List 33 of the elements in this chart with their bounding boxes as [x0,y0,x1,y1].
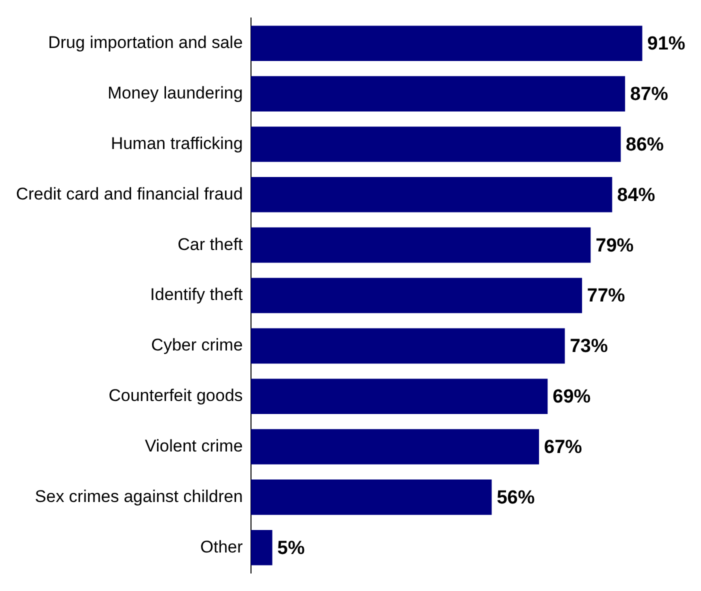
y-tick-label: Human trafficking [110,134,243,153]
bar [250,328,565,364]
bar [250,429,540,464]
y-tick-label: Counterfeit goods [108,386,243,406]
bar [250,480,492,515]
bar [250,530,272,566]
data-label: 84% [617,184,656,206]
y-tick-label: Identify theft [150,285,244,304]
y-tick-label: Other [200,537,244,556]
data-label: 56% [496,487,535,508]
data-label: 86% [626,134,664,156]
data-label: 5% [277,538,305,559]
y-tick-label: Car theft [178,234,244,254]
data-label: 91% [647,34,686,55]
bar [250,126,621,162]
y-tick-label: Money laundering [108,84,243,103]
bar [250,26,642,62]
y-tick-label: Credit card and financial fraud [16,184,243,204]
bar [250,177,612,212]
bar [250,278,582,314]
data-label: 87% [630,84,668,106]
y-tick-label: Cyber crime [151,336,243,355]
data-label: 67% [544,436,582,458]
bar [250,227,591,263]
bar [250,76,626,112]
data-label: 73% [570,336,608,358]
data-label: 77% [587,286,626,307]
y-tick-label: Violent crime [144,436,243,456]
data-label: 79% [596,235,634,256]
y-tick-label: Drug importation and sale [48,33,243,52]
bar [250,378,548,414]
y-tick-label: Sex crimes against children [34,486,243,506]
data-label: 69% [552,386,591,408]
